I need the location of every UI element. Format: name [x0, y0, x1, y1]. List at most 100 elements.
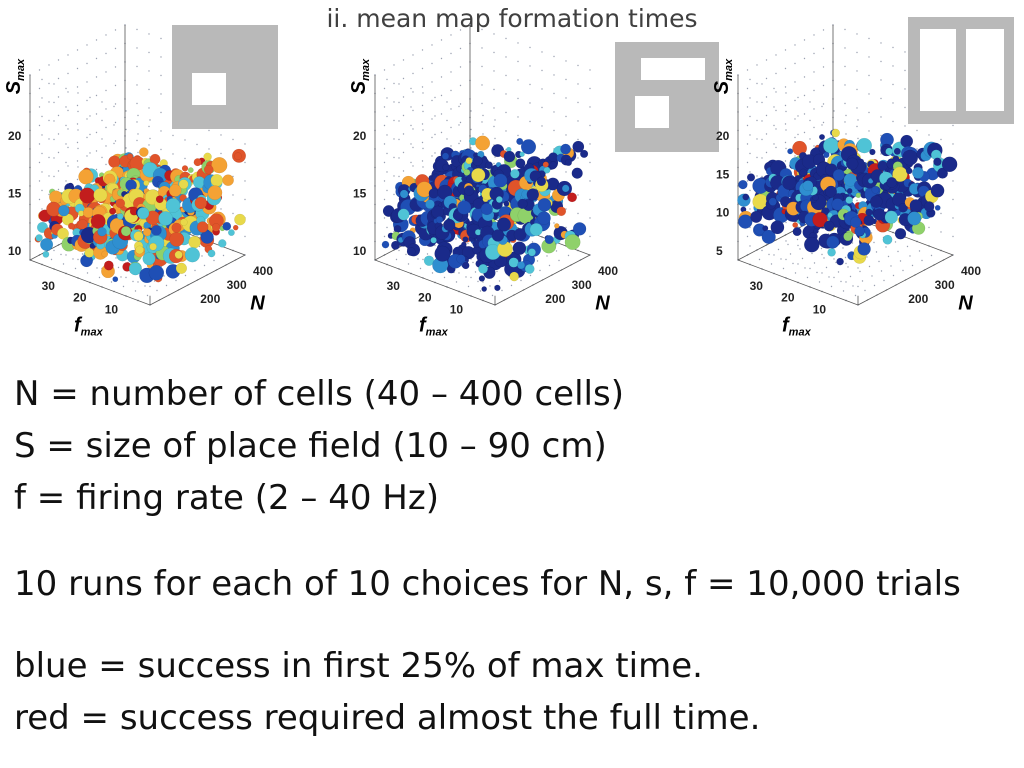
grid-dot: [845, 133, 847, 135]
grid-dot: [96, 267, 98, 269]
grid-dot: [65, 143, 67, 145]
grid-dot: [883, 279, 885, 282]
definition-n: N = number of cells (40 – 400 cells): [14, 374, 624, 414]
grid-dot: [952, 235, 954, 238]
grid-dot: [541, 51, 543, 53]
data-bubble: [443, 218, 456, 232]
data-bubble: [856, 137, 873, 154]
data-bubble: [101, 250, 109, 258]
data-bubble: [210, 173, 224, 187]
grid-dot: [482, 281, 484, 283]
data-bubble: [526, 188, 540, 201]
grid-dot: [952, 198, 954, 201]
grid-dot: [493, 33, 495, 35]
data-bubble: [471, 168, 486, 183]
grid-dot: [756, 64, 758, 66]
data-bubble: [873, 208, 886, 221]
grid-dot: [137, 114, 139, 117]
data-bubble: [537, 211, 551, 225]
grid-dot: [785, 258, 787, 261]
grid-dot: [148, 70, 150, 72]
grid-dot: [822, 29, 825, 31]
z-tick-label: 20: [353, 129, 367, 143]
grid-dot: [232, 175, 234, 178]
grid-dot: [816, 271, 818, 274]
z-tick-label: 20: [8, 129, 22, 143]
data-bubble: [393, 224, 402, 233]
grid-dot: [48, 82, 50, 85]
data-bubble: [567, 192, 578, 203]
grid-dot: [541, 125, 543, 127]
grid-dot: [794, 272, 797, 274]
grid-dot: [148, 144, 150, 146]
z-axis-label: Smax: [3, 58, 27, 94]
grid-dot: [897, 250, 899, 253]
grid-dot: [565, 171, 567, 173]
grid-dot: [823, 257, 825, 259]
grid-dot: [505, 111, 507, 114]
grid-dot: [821, 253, 823, 256]
grid-dot: [921, 259, 923, 262]
grid-dot: [95, 39, 98, 41]
legend-red: red = success required almost the full t…: [14, 698, 761, 738]
grid-dot: [203, 264, 206, 267]
grid-dot: [431, 272, 434, 274]
grid-dot: [481, 121, 483, 123]
grid-dot: [398, 175, 400, 178]
grid-dot: [57, 96, 60, 98]
grid-dot: [541, 106, 543, 109]
grid-dot: [67, 109, 69, 112]
grid-dot: [38, 161, 41, 164]
grid-dot: [386, 171, 388, 173]
grid-dot: [76, 160, 79, 162]
grid-dot: [828, 276, 830, 278]
grid-dot: [470, 147, 472, 149]
grid-dot: [887, 255, 890, 258]
grid-dot: [393, 82, 395, 85]
grid-dot: [773, 106, 775, 108]
data-bubble: [97, 226, 107, 237]
grid-dot: [529, 83, 531, 86]
grid-dot: [797, 133, 799, 136]
grid-dot: [761, 157, 763, 159]
grid-dot: [785, 240, 787, 242]
data-bubble: [787, 148, 794, 155]
grid-dot: [434, 244, 436, 247]
grid-dot: [41, 189, 43, 192]
grid-dot: [857, 267, 859, 269]
data-bubble: [90, 213, 106, 229]
grid-dot: [422, 258, 424, 261]
grid-dot: [465, 276, 467, 278]
grid-dot: [393, 119, 395, 122]
legend-block: blue = success in first 25% of max time.…: [14, 640, 760, 744]
data-bubble: [564, 158, 572, 166]
y-tick-label: 10: [105, 303, 119, 317]
data-bubble: [508, 257, 519, 268]
grid-dot: [784, 67, 787, 70]
grid-dot: [749, 245, 751, 247]
data-bubble: [218, 239, 227, 248]
z-axis-subscript: max: [15, 58, 27, 81]
grid-dot: [856, 33, 858, 35]
grid-dot: [467, 285, 470, 288]
grid-dot: [785, 221, 787, 224]
grid-dot: [894, 241, 897, 243]
axis-edge: [857, 254, 954, 306]
grid-dot: [821, 272, 823, 274]
data-bubble: [907, 211, 922, 226]
grid-dot: [857, 137, 859, 140]
grid-dot: [110, 281, 113, 283]
grid-dot: [86, 99, 88, 102]
grid-dot: [789, 253, 792, 255]
grid-dot: [412, 109, 414, 112]
grid-dot: [470, 110, 472, 112]
y-axis-label: fmax: [74, 315, 104, 339]
grid-dot: [546, 255, 548, 257]
x-tick-label: 300: [572, 278, 592, 292]
grid-dot: [50, 258, 53, 261]
grid-dot: [749, 171, 751, 173]
data-bubble: [175, 262, 188, 274]
grid-dot: [431, 136, 433, 139]
grid-dot: [386, 134, 388, 136]
